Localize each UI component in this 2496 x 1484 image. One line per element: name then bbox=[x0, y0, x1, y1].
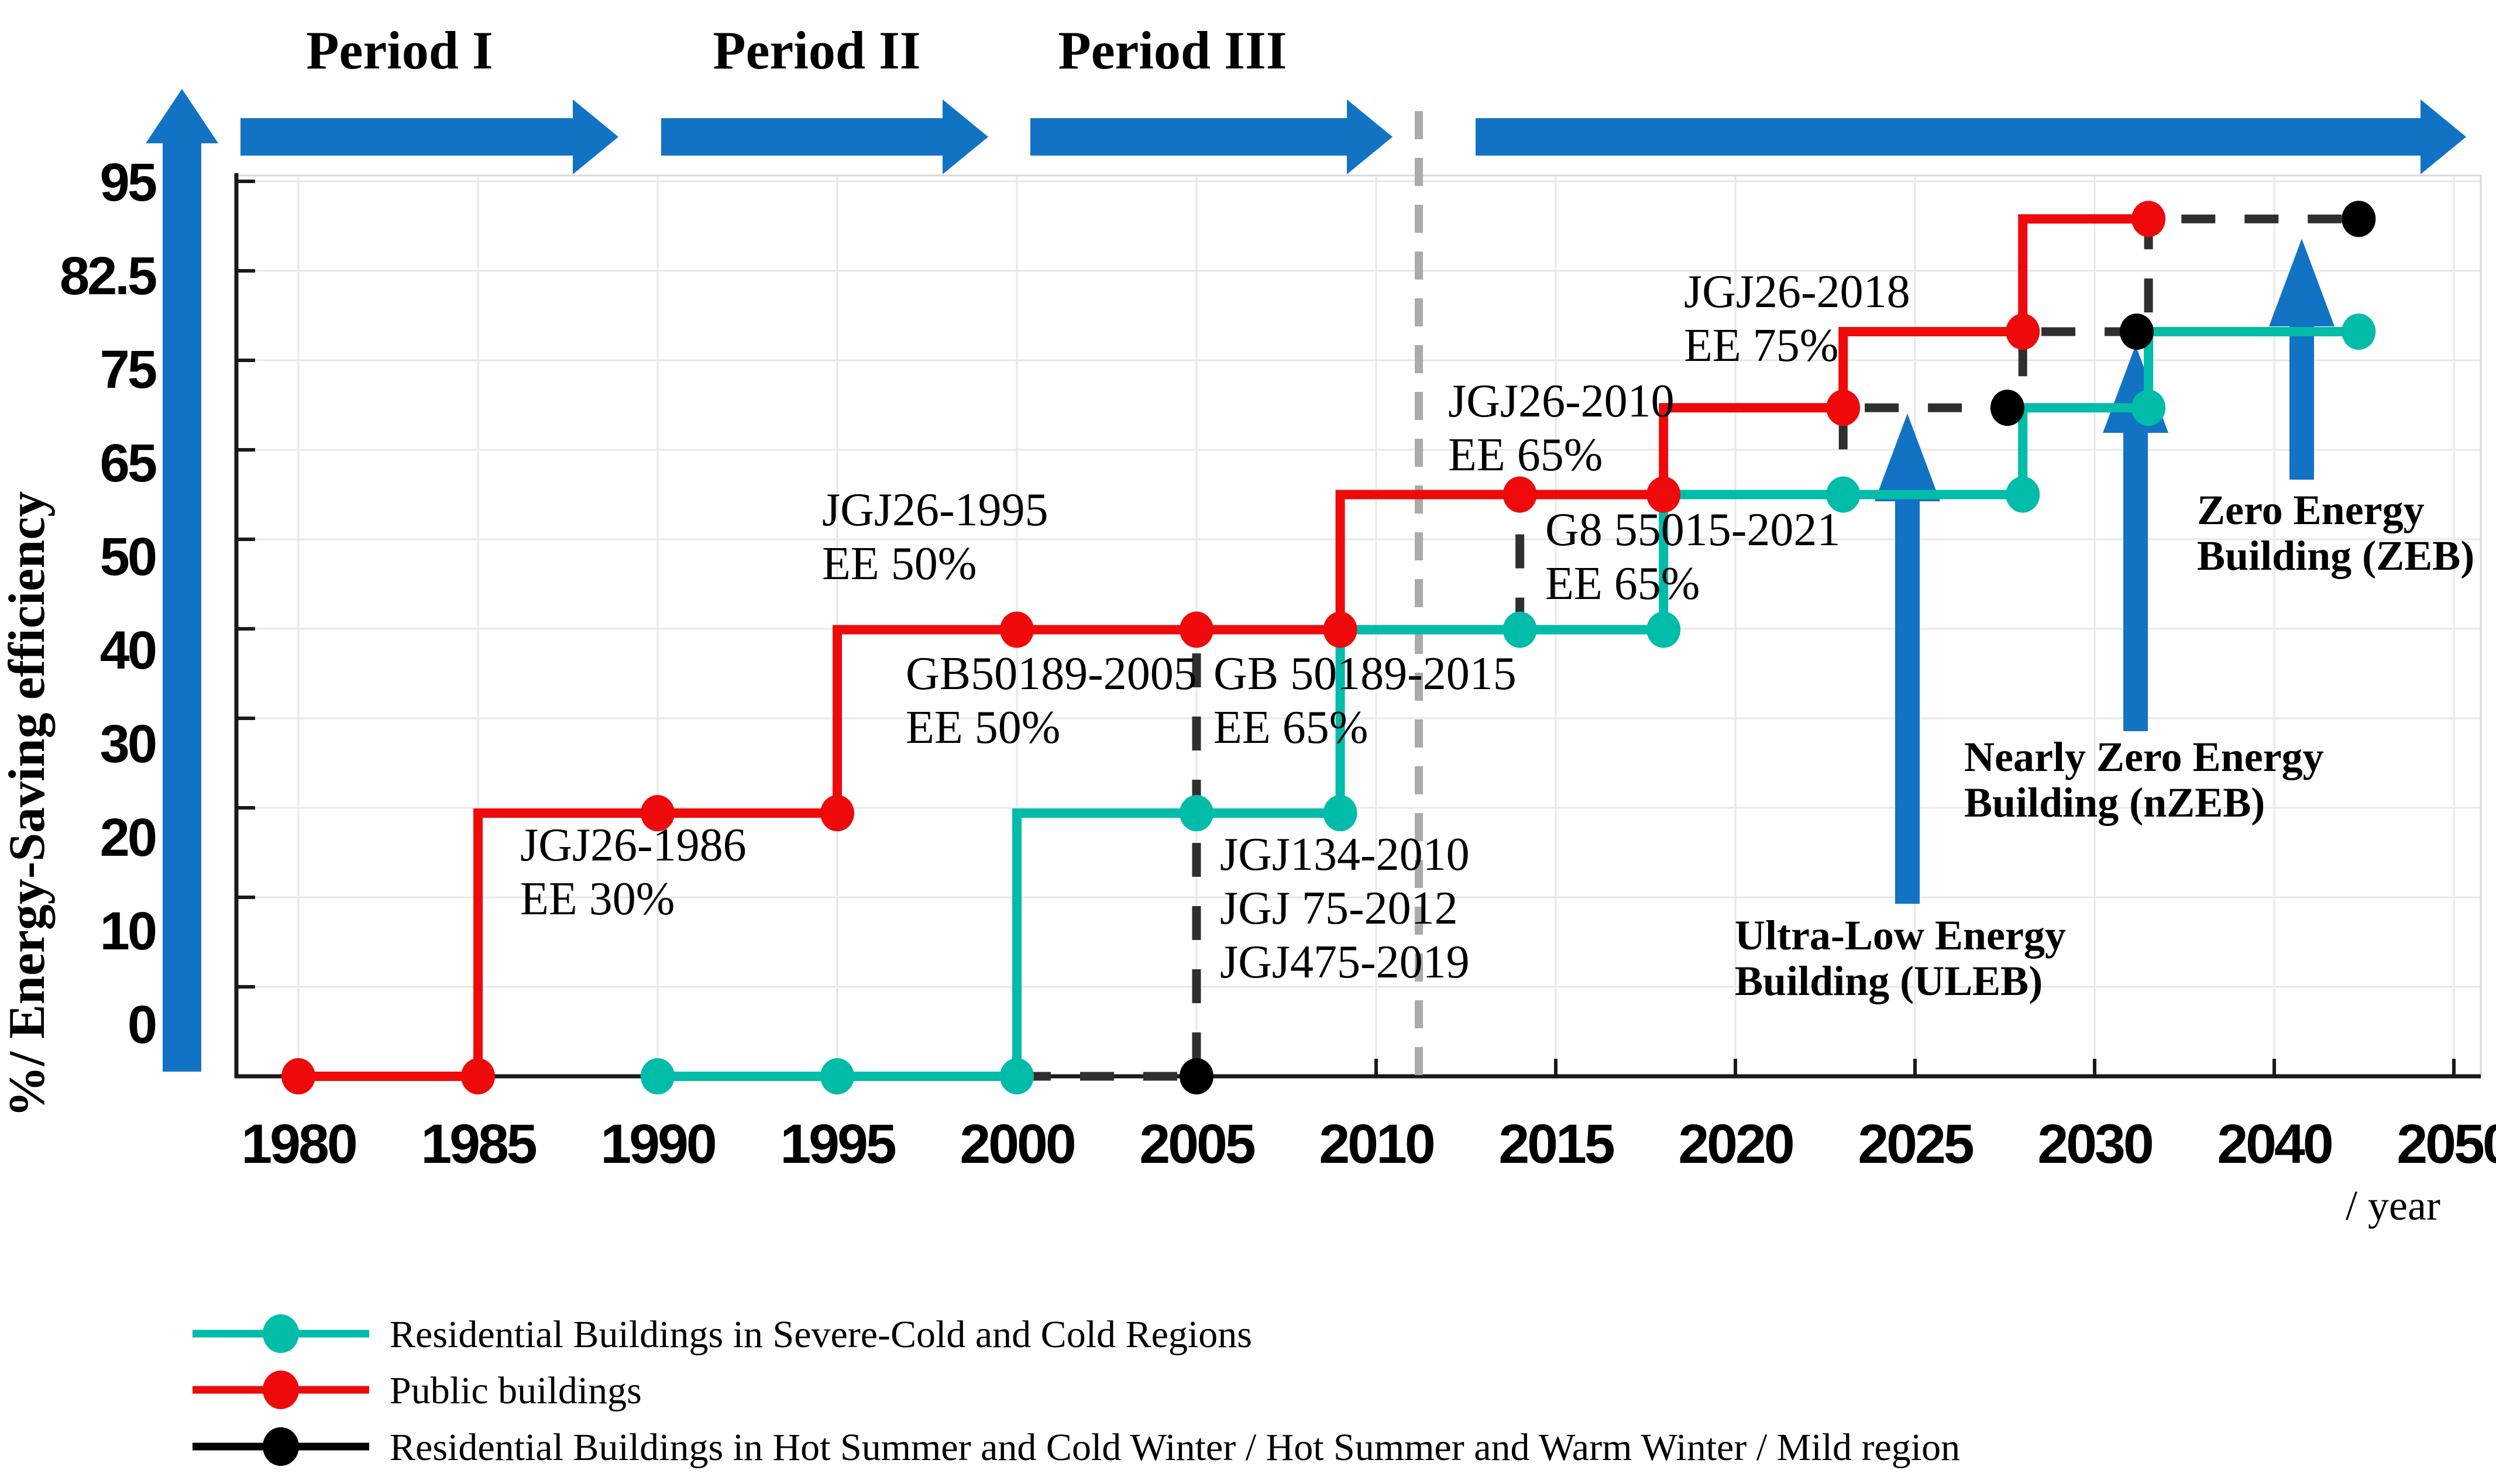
series-marker-teal bbox=[820, 1058, 854, 1094]
y-tick-label: 30 bbox=[100, 714, 156, 774]
x-tick-label: 1990 bbox=[600, 1113, 715, 1175]
x-tick-label: 2050 bbox=[2397, 1113, 2496, 1175]
series-marker-black bbox=[2342, 201, 2376, 237]
x-tick-label: 1980 bbox=[241, 1113, 356, 1175]
annotation-text-1: EE 30% bbox=[520, 873, 675, 925]
annotation-blue-text-3: Building (ZEB) bbox=[2197, 532, 2474, 579]
series-marker-red bbox=[1646, 476, 1681, 513]
period-arrow-icon-2 bbox=[661, 99, 988, 174]
series-marker-red bbox=[641, 795, 675, 832]
y-axis-arrow-head-icon bbox=[146, 89, 218, 143]
annotation-text-8: JGJ26-2018 bbox=[1684, 266, 1910, 318]
annotation-text-1: JGJ26-1986 bbox=[520, 820, 747, 871]
series-marker-teal bbox=[1323, 795, 1357, 832]
annotation-text-5: JGJ475-2019 bbox=[1220, 936, 1470, 988]
x-tick-label: 2025 bbox=[1858, 1113, 1974, 1175]
x-tick-label: 2020 bbox=[1678, 1113, 1793, 1175]
x-tick-label: 2030 bbox=[2037, 1113, 2152, 1175]
y-tick-label: 82.5 bbox=[60, 246, 156, 306]
series-marker-teal bbox=[1646, 611, 1681, 648]
y-tick-label: 0 bbox=[128, 995, 156, 1055]
x-axis-unit-label: / year bbox=[2346, 1182, 2440, 1229]
series-marker-red bbox=[461, 1058, 495, 1094]
x-tick-label: 2000 bbox=[960, 1113, 1074, 1175]
period-title-3: Period III bbox=[1058, 20, 1287, 80]
legend-swatch-marker bbox=[263, 1314, 299, 1353]
annotation-text-6: JGJ26-2010 bbox=[1448, 376, 1675, 427]
legend-label: Residential Buildings in Hot Summer and … bbox=[390, 1426, 1960, 1469]
annotation-blue-text-3: Zero Energy bbox=[2197, 487, 2425, 533]
annotation-blue-text-1: Ultra-Low Energy bbox=[1735, 912, 2066, 959]
series-marker-teal bbox=[1000, 1058, 1034, 1094]
series-marker-teal bbox=[641, 1058, 675, 1094]
legend-swatch-marker bbox=[263, 1371, 299, 1409]
series-marker-red bbox=[1323, 611, 1357, 648]
x-tick-label: 2005 bbox=[1139, 1113, 1255, 1175]
series-marker-red bbox=[1826, 390, 1861, 426]
y-tick-label: 20 bbox=[100, 808, 156, 867]
legend-label: Public buildings bbox=[390, 1369, 642, 1412]
series-marker-teal bbox=[1503, 611, 1537, 648]
x-tick-label: 1985 bbox=[421, 1113, 537, 1175]
up-arrow-icon-3 bbox=[2269, 239, 2335, 480]
x-tick-label: 2010 bbox=[1319, 1113, 1433, 1175]
series-marker-red bbox=[2131, 201, 2166, 237]
series-marker-red bbox=[281, 1058, 315, 1094]
legend-swatch-marker bbox=[263, 1427, 299, 1466]
y-tick-label: 75 bbox=[100, 340, 156, 400]
x-tick-label: 1995 bbox=[780, 1113, 896, 1175]
annotation-text-7: EE 65% bbox=[1545, 558, 1700, 610]
series-marker-black bbox=[1990, 390, 2024, 426]
annotation-text-4: GB 50189-2015 bbox=[1213, 648, 1517, 700]
y-axis-title: %/ Energy-Saving efficiency bbox=[0, 491, 56, 1118]
up-arrow-icon-1 bbox=[1875, 414, 1940, 904]
y-tick-label: 10 bbox=[100, 901, 156, 961]
y-axis-arrow-body bbox=[163, 143, 201, 1072]
y-tick-label: 65 bbox=[100, 433, 156, 493]
series-marker-teal bbox=[2342, 314, 2376, 350]
series-marker-teal bbox=[2006, 476, 2040, 513]
series-marker-teal bbox=[2131, 390, 2166, 426]
y-tick-label: 40 bbox=[100, 621, 156, 680]
period-arrow-icon-3 bbox=[1030, 99, 1393, 174]
x-tick-label: 2015 bbox=[1498, 1113, 1614, 1175]
annotation-text-6: EE 65% bbox=[1448, 429, 1603, 481]
series-marker-red bbox=[2006, 314, 2040, 350]
annotation-text-5: JGJ 75-2012 bbox=[1220, 883, 1458, 934]
series-marker-black bbox=[2119, 314, 2154, 350]
annotation-blue-text-2: Nearly Zero Energy bbox=[1964, 734, 2324, 780]
period-arrow-icon-4 bbox=[1476, 99, 2466, 174]
period-title-1: Period I bbox=[306, 20, 493, 80]
period-title-2: Period II bbox=[713, 20, 920, 80]
x-tick-label: 2040 bbox=[2217, 1113, 2332, 1175]
annotation-text-7: G8 55015-2021 bbox=[1545, 504, 1840, 556]
up-arrow-icon-2 bbox=[2103, 345, 2168, 731]
series-marker-red bbox=[1503, 476, 1537, 513]
y-tick-label: 95 bbox=[100, 153, 156, 212]
series-marker-red bbox=[820, 795, 854, 832]
legend-label: Residential Buildings in Severe-Cold and… bbox=[390, 1313, 1252, 1356]
series-line-red bbox=[298, 214, 2149, 1081]
annotation-text-3: EE 50% bbox=[906, 702, 1060, 753]
series-marker-black bbox=[1180, 1058, 1213, 1094]
y-tick-label: 50 bbox=[100, 527, 156, 587]
series-marker-red bbox=[1000, 611, 1034, 648]
period-arrow-icon-1 bbox=[240, 99, 618, 174]
annotation-text-8: EE 75% bbox=[1684, 320, 1838, 371]
annotation-blue-text-1: Building (ULEB) bbox=[1735, 958, 2043, 1004]
series-marker-teal bbox=[1826, 476, 1861, 513]
annotation-blue-text-2: Building (nZEB) bbox=[1964, 779, 2265, 826]
annotation-text-5: JGJ134-2010 bbox=[1220, 829, 1470, 880]
annotation-text-2: JGJ26-1995 bbox=[822, 484, 1048, 536]
annotation-text-3: GB50189-2005 bbox=[906, 648, 1197, 700]
series-marker-teal bbox=[1180, 795, 1213, 832]
annotation-text-2: EE 50% bbox=[822, 538, 977, 590]
annotation-text-4: EE 65% bbox=[1213, 702, 1368, 753]
series-marker-red bbox=[1180, 611, 1213, 648]
